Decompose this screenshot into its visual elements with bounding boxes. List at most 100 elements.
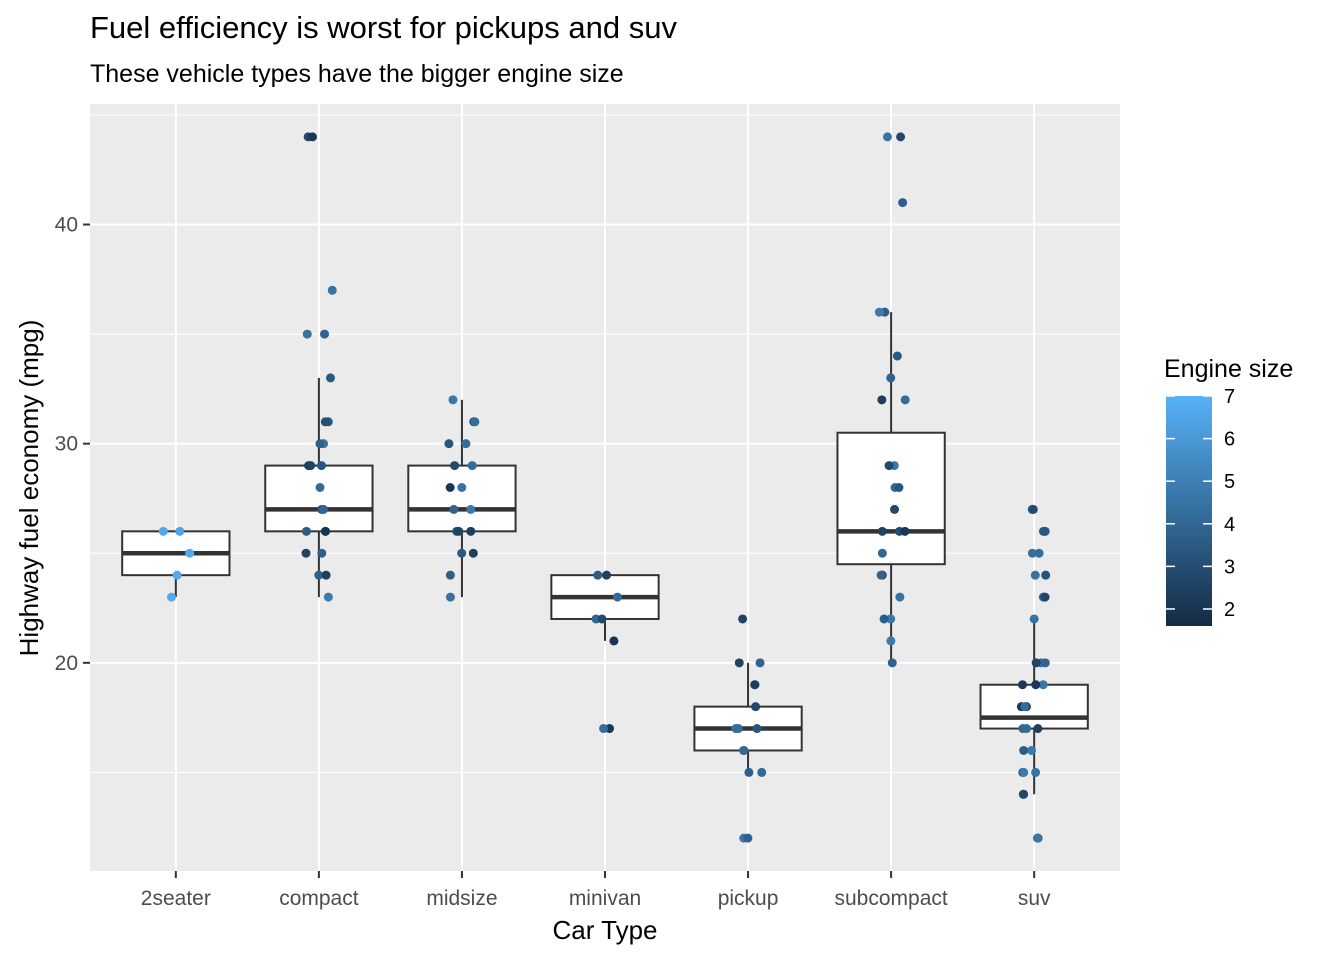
data-point: [877, 395, 887, 405]
legend-tick-label: 6: [1224, 429, 1235, 451]
data-point: [320, 417, 330, 427]
legend-tick-label: 5: [1224, 471, 1235, 493]
data-point: [1022, 724, 1032, 734]
y-tick-label: 20: [55, 652, 78, 675]
data-point: [734, 658, 744, 668]
data-point: [1031, 767, 1041, 777]
data-point: [327, 285, 337, 295]
x-tick-label: suv: [1018, 887, 1051, 910]
data-point: [877, 526, 887, 536]
data-point: [445, 570, 455, 580]
legend-colorbar: [1166, 396, 1212, 626]
x-tick-label: 2seater: [141, 887, 211, 910]
iqr-box: [836, 431, 946, 566]
data-point: [468, 548, 478, 558]
data-point: [1038, 526, 1048, 536]
data-point: [884, 461, 894, 471]
iqr-box: [979, 683, 1089, 730]
chart-subtitle: These vehicle types have the bigger engi…: [90, 60, 624, 88]
data-point: [1041, 570, 1051, 580]
data-point: [448, 395, 458, 405]
data-point: [461, 439, 471, 449]
data-point: [1030, 570, 1040, 580]
data-point: [887, 658, 897, 668]
data-point: [612, 592, 622, 602]
data-point: [879, 614, 889, 624]
data-point: [326, 373, 336, 383]
data-point: [882, 132, 892, 142]
data-point: [466, 504, 476, 514]
data-point: [599, 724, 609, 734]
data-point: [449, 504, 459, 514]
x-tick-label: minivan: [569, 887, 641, 910]
data-point: [898, 198, 908, 208]
data-point: [320, 329, 330, 339]
data-point: [1033, 724, 1043, 734]
legend-title: Engine size: [1164, 355, 1293, 383]
data-point: [733, 724, 743, 734]
box-minivan: [550, 574, 660, 641]
data-point: [593, 570, 603, 580]
data-point: [1029, 614, 1039, 624]
data-point: [457, 483, 467, 492]
data-point: [466, 526, 476, 536]
data-point: [1031, 658, 1041, 668]
data-point: [308, 132, 318, 142]
data-point: [751, 702, 761, 712]
data-point: [457, 548, 467, 558]
data-point: [739, 745, 749, 755]
chart-title: Fuel efficiency is worst for pickups and…: [90, 10, 677, 45]
x-tick-label: subcompact: [834, 887, 947, 910]
y-tick-label: 40: [55, 214, 78, 237]
data-point: [750, 680, 760, 690]
data-point: [1020, 702, 1030, 712]
data-point: [166, 592, 176, 602]
data-point: [886, 636, 896, 646]
data-point: [900, 526, 910, 536]
point-layer: [158, 132, 1051, 843]
box-compact: [264, 377, 374, 598]
data-point: [755, 658, 765, 668]
data-point: [890, 504, 900, 514]
data-point: [1040, 592, 1050, 602]
data-point: [597, 614, 607, 624]
data-point: [1018, 680, 1028, 690]
data-point: [1034, 548, 1044, 558]
data-point: [454, 526, 464, 536]
data-point: [896, 132, 906, 142]
legend-tick-label: 4: [1224, 514, 1235, 536]
box-pickup: [693, 662, 803, 773]
y-tick-label: 30: [55, 433, 78, 456]
data-point: [306, 461, 316, 471]
data-point: [892, 351, 902, 361]
data-point: [1031, 680, 1041, 690]
data-point: [315, 439, 325, 449]
data-point: [1028, 504, 1038, 514]
data-point: [900, 395, 910, 405]
data-point: [1019, 745, 1029, 755]
x-tick-label: pickup: [718, 887, 779, 910]
data-point: [321, 570, 331, 580]
box-midsize: [407, 399, 517, 598]
data-point: [315, 483, 325, 492]
axes-layer: 20 30 40 2seater compact midsize minivan pickup…: [55, 214, 1051, 910]
data-point: [1027, 745, 1037, 755]
data-point: [316, 461, 326, 471]
y-axis-title: Highway fuel economy (mpg): [14, 320, 44, 657]
data-point: [876, 570, 886, 580]
data-point: [738, 614, 748, 624]
data-point: [1019, 789, 1029, 799]
box-layer: [121, 312, 1089, 795]
data-point: [877, 548, 887, 558]
box-2seater: [121, 530, 231, 598]
data-point: [886, 373, 896, 383]
data-point: [320, 526, 330, 536]
box-subcompact: [836, 312, 946, 663]
data-point: [894, 483, 904, 492]
x-tick-label: compact: [279, 887, 359, 910]
data-point: [301, 526, 311, 536]
data-point: [874, 307, 884, 317]
iqr-box: [264, 464, 374, 533]
data-point: [743, 833, 753, 843]
